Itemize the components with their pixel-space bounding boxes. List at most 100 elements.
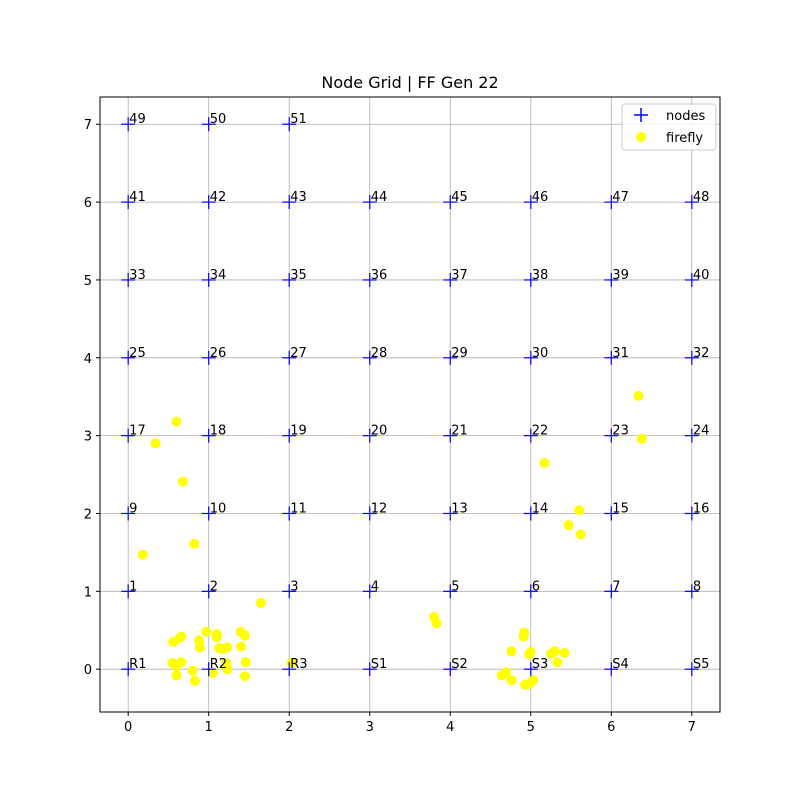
- node-marker: [121, 506, 136, 521]
- firefly-point: [496, 670, 507, 681]
- node-marker: [684, 428, 699, 443]
- node-marker: [604, 428, 619, 443]
- node-label: 39: [612, 268, 629, 283]
- node-label: S2: [451, 657, 468, 672]
- node-label: 46: [532, 190, 549, 205]
- node-label: 9: [129, 501, 137, 516]
- node-marker: [121, 272, 136, 287]
- node-label: 36: [371, 268, 388, 283]
- node-label: 14: [532, 501, 549, 516]
- node-marker: [282, 662, 297, 677]
- firefly-point: [235, 641, 246, 652]
- node-label: 31: [612, 346, 629, 361]
- node-label: 19: [290, 424, 307, 439]
- firefly-point: [633, 390, 644, 401]
- chart-title: Node Grid | FF Gen 22: [321, 73, 498, 92]
- node-marker: [282, 428, 297, 443]
- firefly-point: [194, 642, 205, 653]
- node-marker: [523, 662, 538, 677]
- node-label: 21: [451, 424, 468, 439]
- node-label: 15: [612, 501, 629, 516]
- node-marker: [443, 428, 458, 443]
- node-marker: [121, 584, 136, 599]
- firefly-point: [256, 598, 267, 609]
- node-marker: [684, 350, 699, 365]
- node-label: 2: [210, 579, 218, 594]
- x-tick-label: 2: [285, 720, 293, 735]
- node-marker: [443, 662, 458, 677]
- firefly-point: [174, 633, 185, 644]
- node-marker: [443, 195, 458, 210]
- y-tick-label: 3: [84, 430, 92, 445]
- legend-firefly-marker: [636, 132, 646, 142]
- y-tick-label: 5: [84, 274, 92, 289]
- node-label: 22: [532, 424, 549, 439]
- firefly-point: [636, 433, 647, 444]
- legend: nodes firefly: [621, 103, 717, 151]
- node-label: 25: [129, 346, 146, 361]
- node-marker: [523, 350, 538, 365]
- legend-nodes-marker: [634, 108, 648, 122]
- node-label: 11: [290, 501, 307, 516]
- node-marker: [121, 350, 136, 365]
- node-label: 33: [129, 268, 146, 283]
- node-label: 49: [129, 112, 146, 127]
- node-label: 42: [210, 190, 227, 205]
- node-marker: [362, 506, 377, 521]
- node-marker: [282, 272, 297, 287]
- node-marker: [604, 350, 619, 365]
- y-tick-label: 1: [84, 585, 92, 600]
- node-marker: [201, 506, 216, 521]
- node-label: 45: [451, 190, 468, 205]
- node-label: 5: [451, 579, 459, 594]
- node-label: 38: [532, 268, 549, 283]
- node-label: R3: [290, 657, 307, 672]
- firefly-point: [150, 438, 161, 449]
- node-label: 23: [612, 424, 629, 439]
- firefly-point: [222, 664, 233, 675]
- node-marker: [684, 195, 699, 210]
- node-marker: [362, 350, 377, 365]
- y-tick-label: 7: [84, 118, 92, 133]
- node-marker: [201, 195, 216, 210]
- firefly-point: [201, 626, 212, 637]
- node-marker: [523, 584, 538, 599]
- firefly-point: [574, 505, 585, 516]
- node-marker: [604, 584, 619, 599]
- y-tick-label: 4: [84, 352, 92, 367]
- node-marker: [201, 272, 216, 287]
- firefly-point: [506, 675, 517, 686]
- firefly-point: [137, 549, 148, 560]
- node-marker: [684, 584, 699, 599]
- node-label: 24: [693, 424, 710, 439]
- firefly-point: [506, 646, 517, 657]
- node-label: 28: [371, 346, 388, 361]
- node-marker: [282, 584, 297, 599]
- node-label: R2: [210, 657, 227, 672]
- node-label: 34: [210, 268, 227, 283]
- node-label: 43: [290, 190, 307, 205]
- node-marker: [282, 195, 297, 210]
- axes-frame: [99, 96, 721, 713]
- firefly-point: [207, 668, 218, 679]
- node-label: 48: [693, 190, 710, 205]
- node-marker: [523, 428, 538, 443]
- node-label: 6: [532, 579, 540, 594]
- x-tick-label: 1: [205, 720, 213, 735]
- node-marker: [443, 584, 458, 599]
- node-label: 35: [290, 268, 307, 283]
- node-marker: [201, 662, 216, 677]
- node-label: 1: [129, 579, 137, 594]
- firefly-point: [431, 618, 442, 629]
- node-label: S4: [612, 657, 629, 672]
- node-marker: [121, 195, 136, 210]
- firefly-point: [171, 416, 182, 427]
- x-tick-label: 0: [124, 720, 132, 735]
- firefly-point: [190, 675, 201, 686]
- node-marker: [201, 428, 216, 443]
- firefly-point: [559, 647, 570, 658]
- firefly-series: [137, 390, 647, 690]
- node-marker: [604, 195, 619, 210]
- node-label: S1: [371, 657, 388, 672]
